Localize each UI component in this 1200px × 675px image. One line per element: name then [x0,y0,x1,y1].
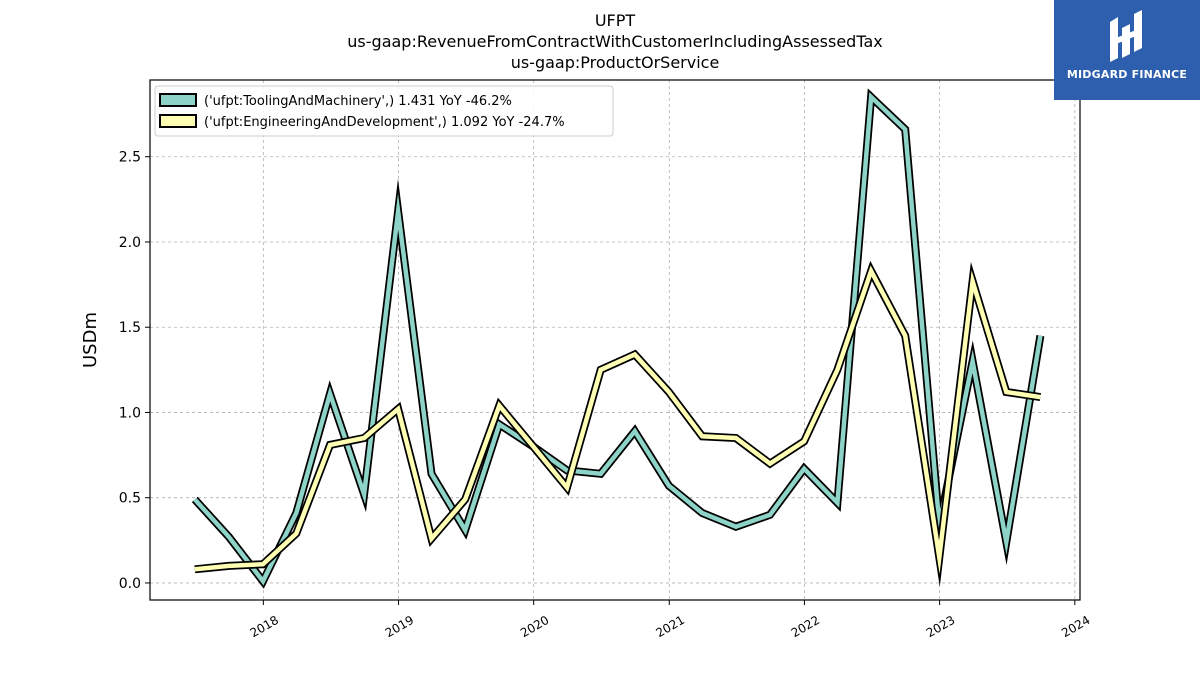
x-tick-label: 2024 [1059,613,1092,640]
series-line-engineering [194,265,1041,574]
legend-label-tooling: ('ufpt:ToolingAndMachinery',) 1.431 YoY … [204,94,512,109]
x-tick-label: 2019 [383,613,416,640]
legend-swatch-engineering [159,114,197,128]
grid [150,80,1080,600]
x-tick-label: 2021 [654,613,687,640]
legend-label-engineering: ('ufpt:EngineeringAndDevelopment',) 1.09… [204,115,565,130]
logo-text: MIDGARD FINANCE [1066,68,1188,81]
legend-box [154,85,614,137]
x-tick-label: 2020 [518,613,551,640]
x-tick-label: 2023 [924,613,957,640]
legend-swatch-tooling [159,93,197,107]
series-line-tooling [193,92,1043,586]
y-tick-label: 0.0 [119,576,141,592]
title-line-concept: us-gaap:RevenueFromContractWithCustomerI… [347,32,883,51]
series-line-tooling-outline [191,88,1045,589]
series-lines [191,88,1045,589]
legend: ('ufpt:ToolingAndMachinery',) 1.431 YoY … [154,85,614,137]
title-line-ticker: UFPT [594,11,636,30]
axes: 0.0 0.5 1.0 1.5 2.0 2.5 2018 2019 2020 2021 2022 20… [119,150,1093,641]
y-axis-label: USDm [80,312,101,368]
logo-mark-icon [1110,10,1142,62]
x-tick-label: 2018 [248,613,281,640]
x-tick-label: 2022 [789,613,822,640]
brand-logo: MIDGARD FINANCE [1054,0,1200,100]
title-line-axis: us-gaap:ProductOrService [510,53,720,72]
plot-frame [149,79,1081,601]
y-tick-label: 2.0 [119,235,141,251]
y-tick-label: 1.5 [119,320,141,336]
chart-title: UFPT us-gaap:RevenueFromContractWithCust… [0,10,1200,73]
y-tick-label: 2.5 [119,150,141,166]
y-tick-label: 1.0 [119,405,141,421]
y-tick-label: 0.5 [119,491,141,507]
